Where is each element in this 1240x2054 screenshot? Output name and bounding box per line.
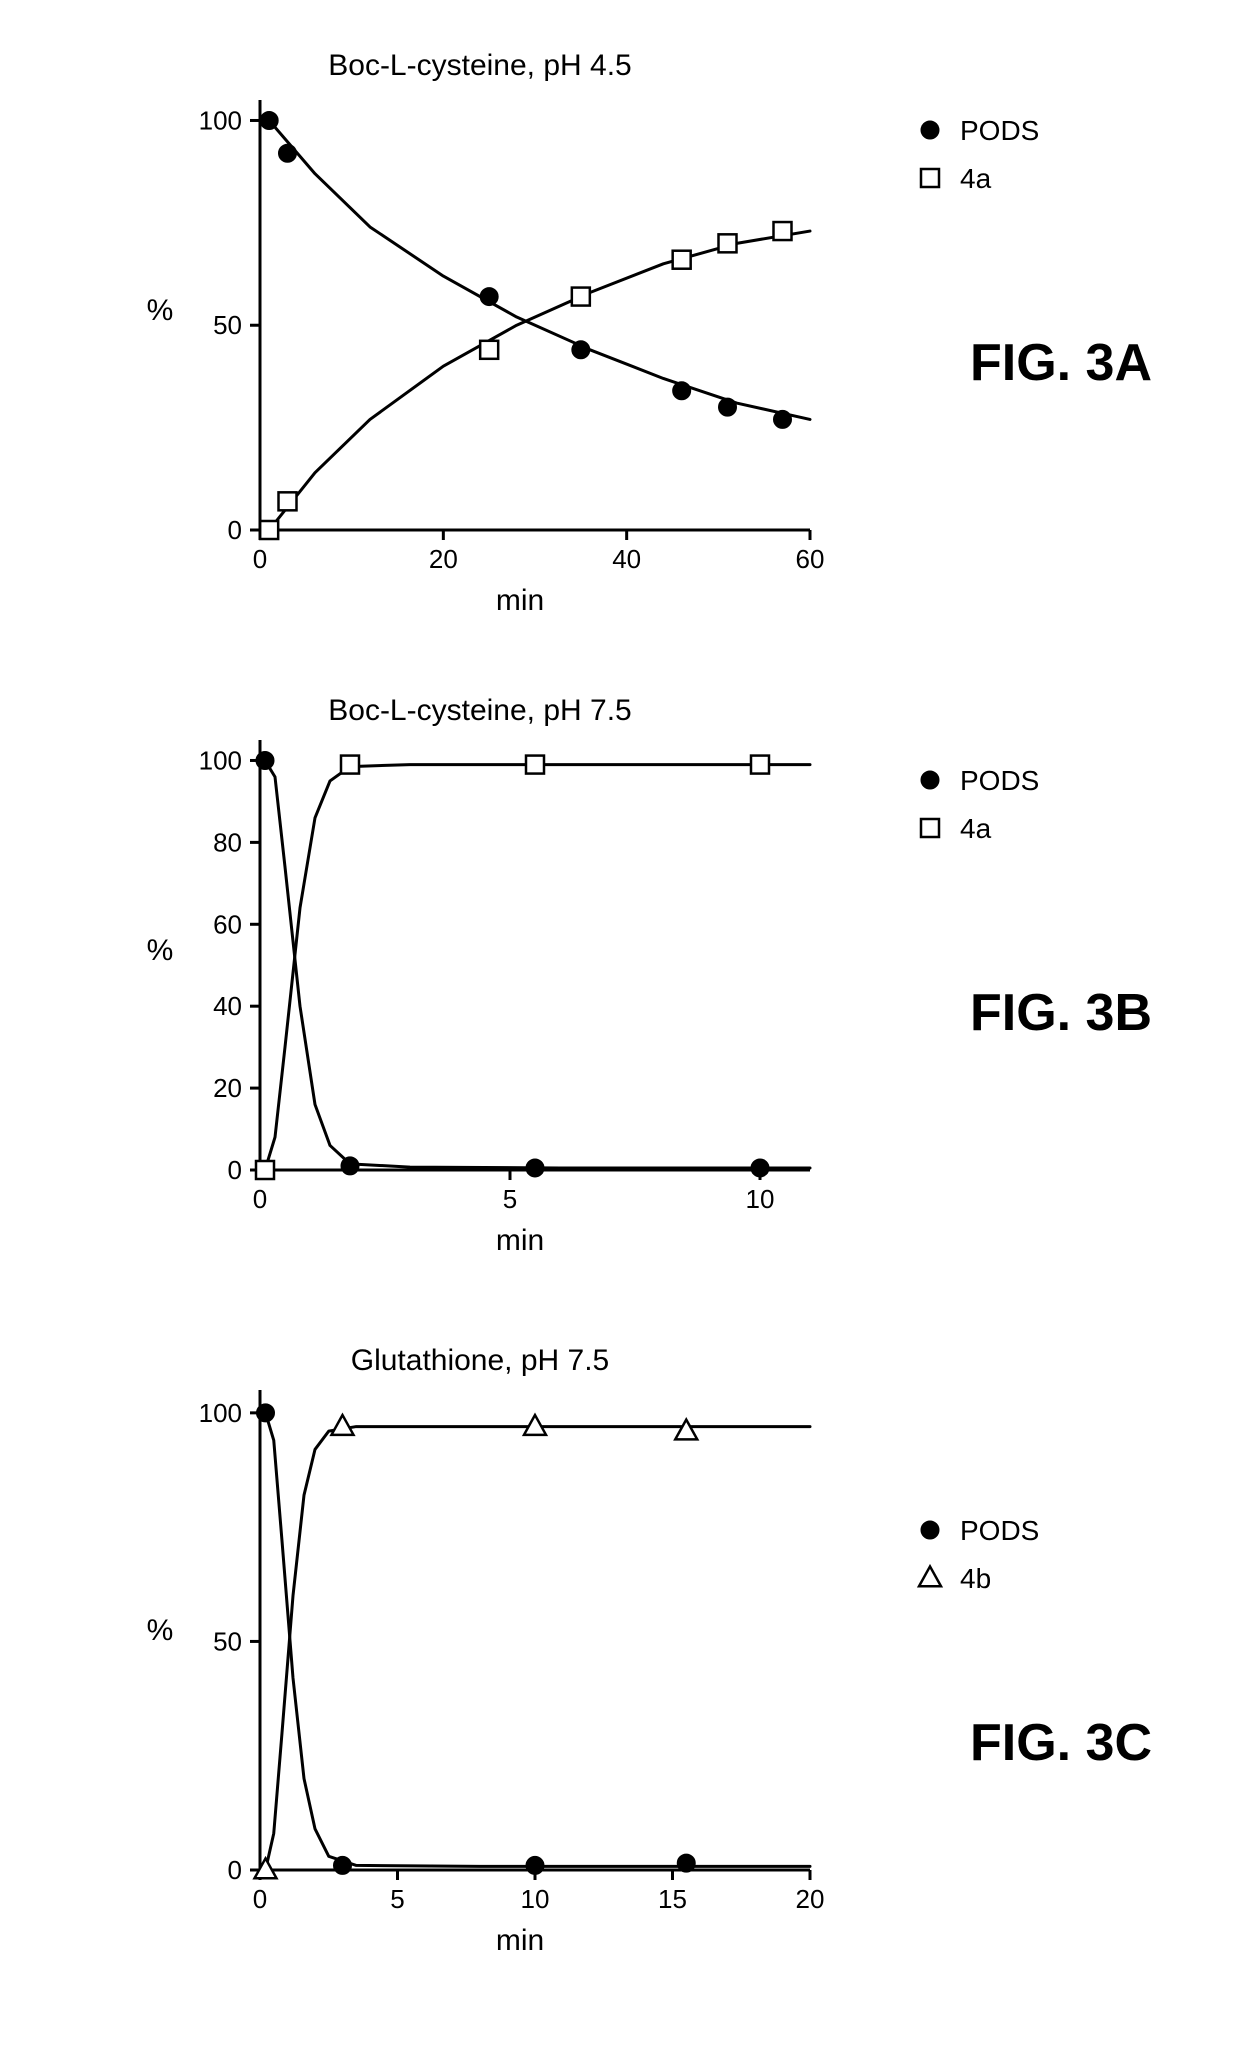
legend-label: 4b (960, 1563, 991, 1594)
series-curve (266, 1413, 811, 1866)
legend-label: PODS (960, 115, 1039, 146)
y-tick-label: 80 (213, 827, 242, 857)
y-tick-label: 20 (213, 1073, 242, 1103)
x-tick-label: 60 (796, 544, 825, 574)
x-tick-label: 5 (390, 1884, 404, 1914)
chart-panel-c: Glutathione, pH 7.5 0 5 10 15 20 0 50 100 min% POD… (100, 1310, 1240, 2040)
y-tick-label: 40 (213, 991, 242, 1021)
chart-title: Boc-L-cysteine, pH 4.5 (328, 49, 631, 82)
y-tick-label: 60 (213, 909, 242, 939)
legend-label: 4a (960, 813, 992, 844)
x-tick-label: 5 (503, 1184, 517, 1214)
chart-panel-a: Boc-L-cysteine, pH 4.5 0 20 40 60 0 50 100 min% P… (100, 20, 1240, 700)
x-tick-label: 0 (253, 1884, 267, 1914)
y-axis-label: % (147, 1614, 174, 1647)
figure-page: Boc-L-cysteine, pH 4.50204060050100min%P… (0, 0, 1240, 2054)
series-curve (266, 1427, 811, 1870)
x-axis-label: min (496, 584, 544, 617)
figure-label: FIG. 3A (970, 334, 1152, 392)
legend-label: 4a (960, 163, 992, 194)
chart-panel-b: Boc-L-cysteine, pH 7.50510020406080100mi… (100, 660, 1240, 1340)
y-tick-label: 0 (228, 515, 242, 545)
legend-label: PODS (960, 765, 1039, 796)
y-tick-label: 50 (213, 310, 242, 340)
series-curve (265, 760, 810, 1167)
y-tick-label: 100 (199, 745, 242, 775)
series-curve (269, 231, 810, 530)
x-tick-label: 40 (612, 544, 641, 574)
x-tick-label: 0 (253, 1184, 267, 1214)
legend-label: PODS (960, 1515, 1039, 1546)
y-tick-label: 100 (199, 105, 242, 135)
y-tick-label: 0 (228, 1855, 242, 1885)
figure-label: FIG. 3C (970, 1714, 1152, 1772)
figure-label: FIG. 3B (970, 984, 1152, 1042)
chart-title: Boc-L-cysteine, pH 7.5 (328, 694, 631, 727)
x-tick-label: 10 (521, 1884, 550, 1914)
x-tick-label: 20 (429, 544, 458, 574)
x-tick-label: 0 (253, 544, 267, 574)
x-axis-label: min (496, 1924, 544, 1957)
x-tick-label: 20 (796, 1884, 825, 1914)
x-tick-label: 15 (658, 1884, 687, 1914)
series-curve (265, 765, 810, 1170)
series-curve (269, 120, 810, 419)
y-axis-label: % (147, 294, 174, 327)
y-tick-label: 0 (228, 1155, 242, 1185)
chart-title: Glutathione, pH 7.5 (351, 1344, 610, 1377)
y-tick-label: 50 (213, 1626, 242, 1656)
x-tick-label: 10 (746, 1184, 775, 1214)
y-tick-label: 100 (199, 1398, 242, 1428)
y-axis-label: % (147, 934, 174, 967)
x-axis-label: min (496, 1224, 544, 1257)
